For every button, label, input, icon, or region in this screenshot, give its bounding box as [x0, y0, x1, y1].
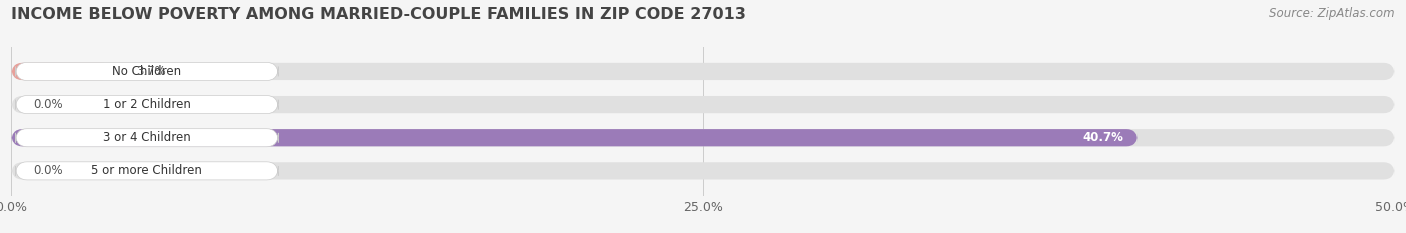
Text: 40.7%: 40.7% [1083, 131, 1123, 144]
Text: 5 or more Children: 5 or more Children [91, 164, 202, 177]
FancyBboxPatch shape [15, 96, 278, 114]
FancyBboxPatch shape [11, 63, 1395, 80]
FancyBboxPatch shape [11, 129, 1137, 146]
Text: 0.0%: 0.0% [34, 164, 63, 177]
FancyBboxPatch shape [11, 96, 1395, 113]
FancyBboxPatch shape [15, 162, 278, 180]
FancyBboxPatch shape [11, 63, 114, 80]
Text: 0.0%: 0.0% [34, 98, 63, 111]
Text: INCOME BELOW POVERTY AMONG MARRIED-COUPLE FAMILIES IN ZIP CODE 27013: INCOME BELOW POVERTY AMONG MARRIED-COUPL… [11, 7, 747, 22]
FancyBboxPatch shape [15, 62, 278, 80]
Text: No Children: No Children [112, 65, 181, 78]
Text: Source: ZipAtlas.com: Source: ZipAtlas.com [1270, 7, 1395, 20]
FancyBboxPatch shape [11, 162, 1395, 179]
FancyBboxPatch shape [11, 129, 1395, 146]
FancyBboxPatch shape [15, 129, 278, 147]
Text: 3 or 4 Children: 3 or 4 Children [103, 131, 191, 144]
Text: 3.7%: 3.7% [136, 65, 166, 78]
Text: 1 or 2 Children: 1 or 2 Children [103, 98, 191, 111]
